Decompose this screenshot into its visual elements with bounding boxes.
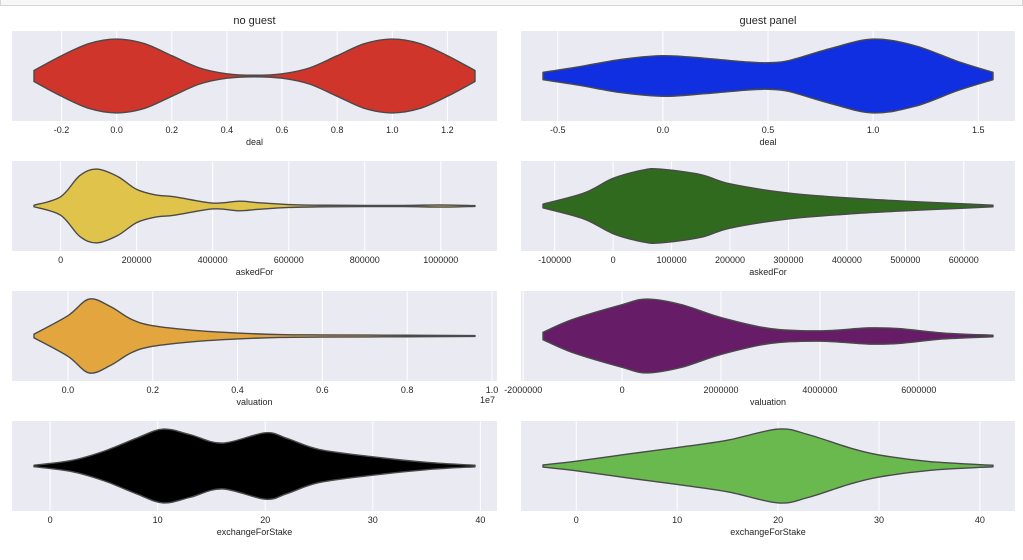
violin-shape [542,38,994,114]
tick-label: 30 [874,515,884,525]
tick-label: 0.4 [221,125,234,135]
subplot-title: no guest [233,15,275,27]
tick-label: 4000000 [802,385,837,395]
tick-label: 0 [574,515,579,525]
violin-shape [33,298,476,374]
tick-label: 400000 [832,255,862,265]
tick-label: 400000 [198,255,228,265]
tick-label: 200000 [122,255,152,265]
tick-label: 0.8 [401,385,414,395]
x-axis-label: deal [759,137,776,147]
x-axis-label: exchangeForStake [730,527,806,537]
tick-label: 40 [975,515,985,525]
tick-label: 0 [58,255,63,265]
tick-label: 100000 [657,255,687,265]
tick-label: 20 [773,515,783,525]
tick-label: 1.5 [972,125,985,135]
tick-label: 0.4 [231,385,244,395]
violin-shape [33,38,476,114]
tick-label: -100000 [538,255,571,265]
tick-label: 0.0 [657,125,670,135]
tick-label: 300000 [773,255,803,265]
tick-label: 30 [368,515,378,525]
tick-label: 40 [475,515,485,525]
subplot-guest-panel-exchange-for-stake: 0 10 20 30 40 exchangeForStake [521,421,1015,537]
x-axis-label: valuation [236,397,272,407]
tick-label: 0.6 [316,385,329,395]
violin-shape [33,168,476,244]
tick-label: -2000000 [504,385,542,395]
tick-label: 1.0 [386,125,399,135]
tick-label: 0 [48,515,53,525]
violin-shape [542,168,994,244]
subplot-title: guest panel [740,15,797,27]
violin-shape [542,298,994,374]
tick-label: 0 [620,385,625,395]
subplot-no-guest-deal: -0.2 0.0 0.2 0.4 0.6 0.8 1.0 1.2 no guest deal [12,15,497,147]
x-axis-label: askedFor [749,267,787,277]
tick-label: 800000 [350,255,380,265]
x-axis-label: exchangeForStake [217,527,293,537]
tick-label: 0.0 [62,385,75,395]
tick-label: 1.0 [486,385,499,395]
tick-label: 600000 [274,255,304,265]
tick-label: 6000000 [901,385,936,395]
tick-label: 0 [611,255,616,265]
tick-label: 600000 [949,255,979,265]
tick-label: 1.2 [441,125,454,135]
tick-label: 0.6 [276,125,289,135]
violin-shape [33,428,476,504]
axis-offset-label: 1e7 [480,395,495,405]
tick-label: 0.8 [331,125,344,135]
tick-label: 500000 [890,255,920,265]
subplot-guest-panel-deal: -0.5 0.0 0.5 1.0 1.5 guest panel deal [521,15,1015,147]
tick-label: 10 [672,515,682,525]
subplot-no-guest-valuation: 0.0 0.2 0.4 0.6 0.8 1.0 valuation 1e7 [12,291,498,407]
subplot-guest-panel-asked-for: -100000 0 100000 200000 300000 400000 500000 60… [521,161,1015,277]
x-axis-label: askedFor [236,267,274,277]
tick-label: 0.2 [146,385,159,395]
tick-label: -0.5 [550,125,566,135]
tick-label: 0.5 [762,125,775,135]
tick-label: 1000000 [423,255,458,265]
tick-label: 0.2 [166,125,179,135]
subplot-no-guest-asked-for: 0 200000 400000 600000 800000 1000000 askedFor [12,161,497,277]
x-axis-label: deal [246,137,263,147]
tick-label: -0.2 [54,125,70,135]
tick-label: 2000000 [703,385,738,395]
tick-label: 20 [260,515,270,525]
tick-label: 1.0 [867,125,880,135]
subplot-guest-panel-valuation: -2000000 0 2000000 4000000 6000000 valuation [504,291,1015,407]
subplot-no-guest-exchange-for-stake: 0 10 20 30 40 exchangeForStake [12,421,497,537]
violin-shape [542,428,994,504]
tick-label: 200000 [715,255,745,265]
tick-label: 0.0 [110,125,123,135]
x-axis-label: valuation [750,397,786,407]
tick-label: 10 [153,515,163,525]
